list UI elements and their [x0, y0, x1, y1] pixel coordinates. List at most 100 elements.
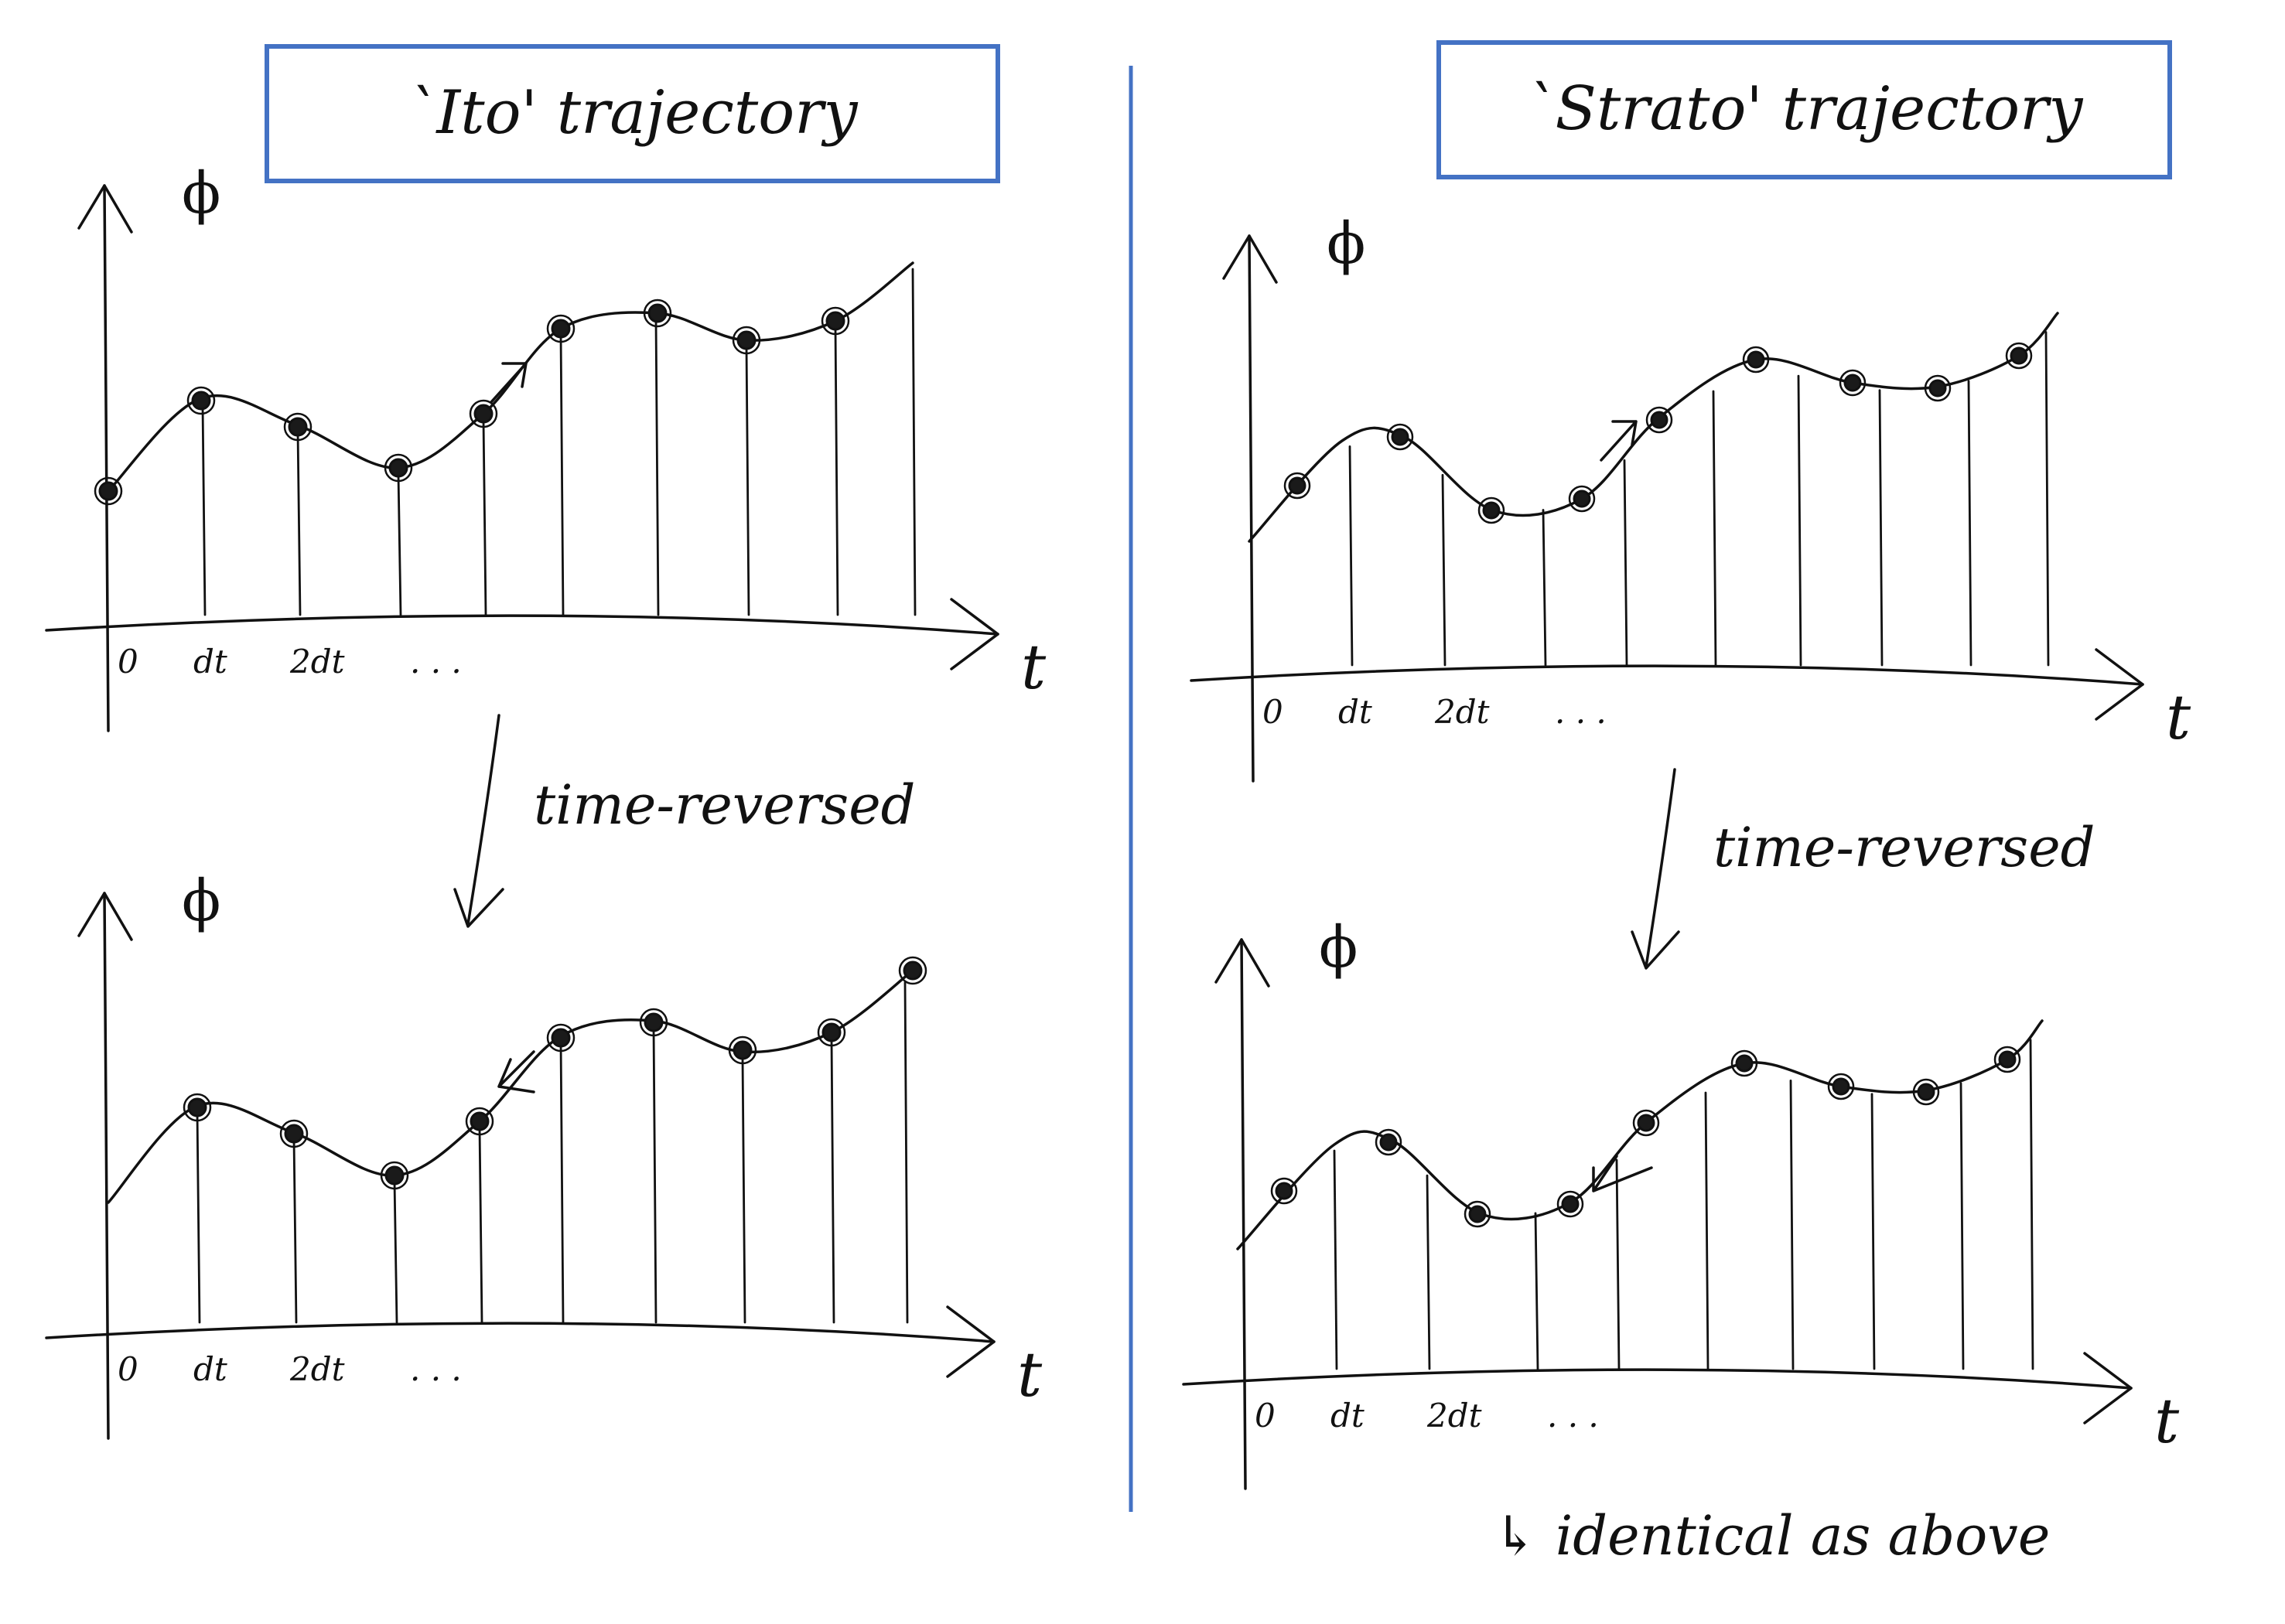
ito-forward-sample-point-ring: [546, 314, 576, 343]
strato-reversed-sample-line: [1426, 1174, 1431, 1370]
strato-forward-sample-point: [1928, 379, 1947, 397]
ito-reversed-sample-line: [196, 1111, 201, 1324]
ito-reversed-sample-point-ring: [898, 956, 927, 985]
ito-title-box: [265, 44, 1000, 183]
strato-reversed-tick-dots: . . .: [1547, 1397, 1599, 1435]
strato-reversed-sample-line: [1615, 1158, 1621, 1370]
ito-reversed-sample-point-ring: [183, 1093, 212, 1122]
strato-reversed-t-label: t: [2154, 1385, 2180, 1457]
strato-reversed-sample-point-ring: [1556, 1190, 1584, 1218]
ito-reversed-x-axis: [45, 1322, 996, 1343]
ito-reversed-tick-dots: . . .: [410, 1350, 462, 1388]
ito-forward-sample-point-ring: [732, 326, 761, 355]
strato-forward-sample-point: [1747, 350, 1765, 369]
strato-reversed-direction-arrow: [1592, 1155, 1653, 1192]
ito-forward-sample-point-ring: [384, 453, 413, 483]
strato-forward-sample-line: [1623, 459, 1628, 667]
ito-forward-sample-point-ring: [469, 399, 498, 428]
strato-reversed-sample-point-ring: [1730, 1049, 1758, 1077]
strato-reversed-sample-point: [1832, 1077, 1850, 1096]
ito-forward-sample-line: [397, 473, 402, 616]
strato-forward-tick-dt: dt: [1338, 693, 1372, 731]
ito-forward-sample-line: [745, 345, 750, 616]
ito-reversed-tick-dt: dt: [193, 1350, 227, 1388]
strato-forward-sample-line: [1797, 374, 1802, 667]
ito-reversed-sample-point-ring: [728, 1035, 757, 1065]
strato-reversed-sample-point: [1561, 1195, 1580, 1213]
ito-reversed-sample-line: [903, 981, 909, 1324]
ito-forward-sample-point-ring: [94, 476, 123, 506]
ito-reversed-sample-point-ring: [380, 1161, 409, 1190]
ito-forward-sample-point-ring: [643, 299, 672, 328]
ito-forward-sample-point: [473, 404, 494, 424]
strato-reversed-y-arrowhead: [1214, 938, 1270, 988]
ito-reversed-sample-point: [644, 1012, 664, 1032]
ito-reversed-sample-point-ring: [639, 1008, 668, 1037]
ito-reversed-sample-point-ring: [465, 1107, 494, 1136]
ito-reversed-sample-line: [741, 1056, 746, 1324]
ito-forward-x-axis: [45, 614, 999, 636]
ito-reversed-sample-point: [551, 1028, 571, 1048]
strato-reversed-sample-point-ring: [1270, 1177, 1298, 1205]
strato-time-reversed-label: time-reversed: [1713, 816, 2095, 879]
ito-forward-sample-line: [654, 318, 660, 616]
ito-reverse-arrow-head: [453, 888, 504, 928]
ito-reversed-sample-point-ring: [279, 1119, 309, 1148]
strato-forward-sample-line: [1441, 473, 1446, 667]
strato-reversed-sample-point-ring: [1632, 1109, 1660, 1137]
strato-reversed-panel: ϕ t 0 dt 2dt . . .: [1182, 914, 2180, 1490]
strato-title-text: `Strato' trajectory: [1525, 74, 2084, 144]
ito-title-text: `Ito' trajectory: [406, 78, 858, 148]
strato-forward-sample-point: [1288, 476, 1306, 495]
strato-reversed-sample-point-ring: [1375, 1128, 1402, 1156]
strato-forward-sample-line: [2044, 331, 2050, 667]
strato-forward-sample-point: [1482, 501, 1501, 520]
strato-reversed-sample-point-ring: [1993, 1046, 2021, 1073]
strato-forward-sample-point-ring: [2005, 342, 2033, 370]
ito-reversed-sample-line: [478, 1126, 483, 1324]
ito-forward-sample-line: [559, 333, 565, 616]
strato-forward-x-arrowhead: [2095, 648, 2144, 721]
ito-forward-phi-label: ϕ: [182, 160, 220, 227]
strato-forward-sample-point-ring: [1924, 374, 1952, 402]
ito-forward-sample-point: [736, 330, 757, 350]
ito-reversed-sample-point: [384, 1165, 405, 1186]
ito-forward-y-arrowhead: [77, 184, 133, 234]
ito-reversed-sample-point: [903, 960, 923, 981]
identical-note: ↳ identical as above: [1493, 1504, 2050, 1568]
ito-reversed-sample-point: [187, 1097, 207, 1117]
strato-reversed-sample-point: [1275, 1182, 1293, 1200]
strato-forward-tick-2dt: 2dt: [1434, 693, 1490, 731]
strato-forward-sample-line: [1967, 380, 1972, 667]
ito-reversed-y-arrowhead: [77, 892, 133, 941]
ito-reversed-sample-line: [393, 1180, 398, 1324]
strato-reversed-y-axis: [1240, 938, 1247, 1490]
ito-forward-sample-line: [911, 268, 917, 616]
ito-reversed-tick-zero: 0: [118, 1350, 138, 1388]
strato-forward-trajectory-curve: [1248, 312, 2059, 543]
ito-reversed-sample-point-ring: [817, 1018, 846, 1047]
ito-forward-tick-dt: dt: [193, 643, 227, 681]
ito-reversed-sample-line: [830, 1037, 835, 1324]
strato-reversed-sample-line: [1789, 1080, 1795, 1370]
ito-forward-sample-line: [296, 430, 302, 616]
ito-time-reversed-arrow: time-reversed: [453, 714, 915, 928]
strato-forward-x-axis: [1190, 664, 2144, 686]
strato-reversed-sample-line: [1333, 1149, 1338, 1370]
ito-reversed-panel: ϕ t 0 dt 2dt . . .: [45, 868, 1043, 1440]
strato-time-reversed-arrow: time-reversed: [1631, 768, 2095, 970]
strato-forward-y-arrowhead: [1222, 234, 1278, 284]
strato-forward-sample-point-ring: [1645, 406, 1673, 434]
ito-forward-sample-point: [288, 417, 308, 437]
strato-reversed-sample-point: [1917, 1083, 1935, 1101]
strato-reversed-x-axis: [1182, 1368, 2133, 1390]
strato-forward-phi-label: ϕ: [1327, 210, 1365, 277]
ito-forward-trajectory-curve: [107, 261, 914, 493]
strato-reversed-tick-dt: dt: [1330, 1397, 1365, 1435]
strato-reverse-arrow-head: [1631, 930, 1680, 970]
ito-forward-sample-line: [482, 418, 487, 616]
ito-reversed-y-axis: [103, 892, 110, 1440]
strato-title-box: [1436, 40, 2172, 179]
ito-reversed-sample-point: [821, 1022, 842, 1042]
strato-forward-sample-point-ring: [1839, 369, 1867, 397]
